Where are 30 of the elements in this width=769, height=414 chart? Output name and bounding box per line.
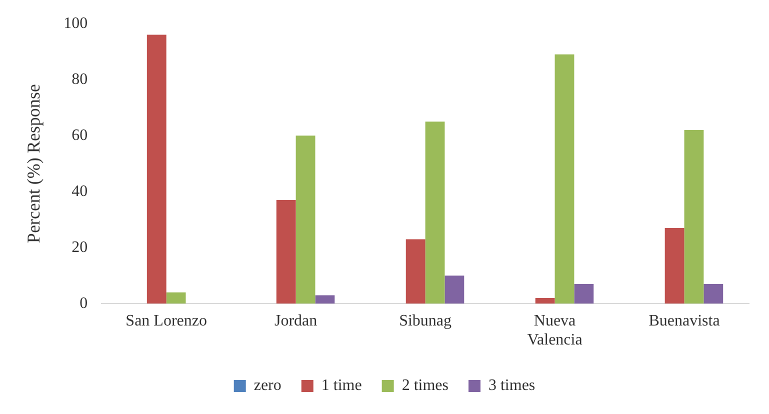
bar: [684, 130, 704, 304]
bar: [146, 34, 166, 304]
y-tick-label: 60: [72, 126, 88, 144]
legend-label: 3 times: [488, 377, 536, 394]
y-tick-label: 40: [72, 182, 88, 200]
x-tick-label: Jordan: [274, 312, 318, 330]
bar: [704, 284, 724, 304]
legend-label: 1 time: [321, 377, 362, 394]
bar: [444, 276, 464, 304]
bar: [276, 200, 296, 304]
legend-label: 2 times: [402, 377, 448, 394]
bar: [166, 292, 186, 304]
legend-label: zero: [254, 377, 282, 394]
bar: [535, 298, 555, 304]
bar: [554, 54, 574, 304]
bar: [315, 295, 335, 304]
y-tick-label: 100: [64, 14, 88, 32]
x-tick-label: Sibunag: [399, 312, 452, 330]
bar: [406, 239, 426, 304]
bar: [664, 228, 684, 304]
x-tick-label: San Lorenzo: [126, 312, 207, 330]
x-tick-label: Buenavista: [648, 312, 720, 330]
y-axis-title: Percent (%) Response: [24, 84, 44, 244]
x-tick-label: Nueva Valencia: [527, 312, 582, 349]
bar: [574, 284, 594, 304]
y-tick-label: 80: [72, 70, 88, 88]
bar: [296, 136, 316, 304]
y-tick-label: 20: [72, 238, 88, 256]
bar: [425, 122, 445, 304]
y-tick-label: 0: [80, 294, 88, 312]
